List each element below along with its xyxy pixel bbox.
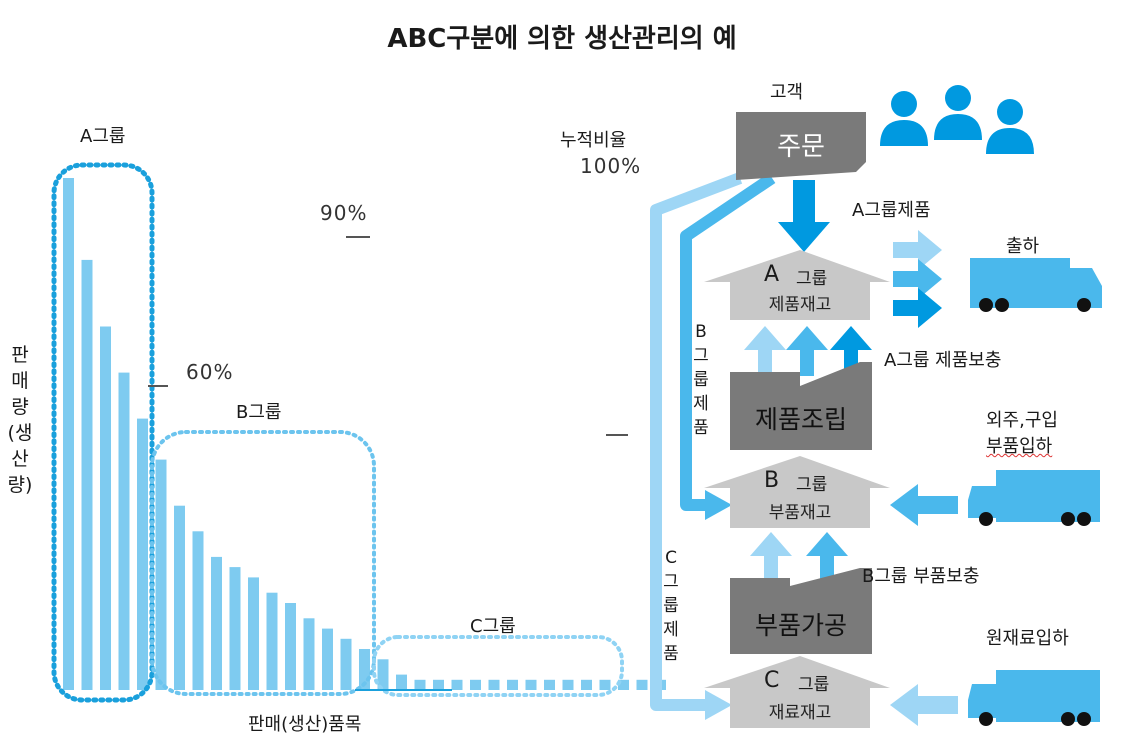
- pct-100-label: 100%: [580, 154, 642, 178]
- a-group-outline: [51, 162, 155, 703]
- a-stock-box: [704, 250, 890, 320]
- order-arrow-shaft: [793, 180, 815, 222]
- parts-processing-box: [730, 568, 872, 654]
- bar-b-4: [211, 556, 222, 690]
- bar-a-5: [137, 418, 148, 690]
- c-flow-path: [650, 172, 743, 711]
- bar-c-9: [544, 679, 555, 690]
- page-title: ABC구분에 의한 생산관리의 예: [387, 24, 737, 54]
- bar-c-6: [488, 679, 500, 690]
- bar-b-8: [285, 603, 296, 690]
- c-group-outline: [372, 635, 624, 697]
- bar-c-2: [414, 679, 426, 690]
- order-box: [736, 112, 866, 180]
- a-stock-sub: 제품재고: [768, 295, 832, 315]
- bar-a-1: [63, 178, 74, 690]
- pct-90-label: 90%: [320, 201, 368, 225]
- person-icon: [880, 85, 1034, 154]
- x-axis-label: 판매(생산)품목: [248, 714, 362, 735]
- bar-b-9: [303, 618, 315, 690]
- outsource-label-1: 외주,구입: [986, 410, 1058, 431]
- bar-c-12: [599, 679, 611, 690]
- bar-b-13: [377, 659, 389, 690]
- bar-b-5: [229, 567, 241, 690]
- shipping-label: 출하: [1006, 236, 1040, 257]
- bar-c-7: [507, 679, 518, 690]
- bar-a-3: [100, 326, 111, 690]
- c-stock-letter: C: [764, 668, 780, 693]
- cumulative-ratio-label: 누적비율: [560, 130, 627, 151]
- b-group-outline: [150, 430, 376, 696]
- a-group-label: A그룹: [80, 126, 126, 147]
- bar-b-3: [192, 531, 204, 690]
- bar-b-10: [322, 628, 333, 690]
- b-stock-letter: B: [764, 468, 780, 493]
- truck-icon: [970, 258, 1102, 312]
- b-replenish-arrows: [750, 532, 848, 580]
- b-flow-path: [680, 173, 776, 511]
- bar-c-14: [636, 679, 648, 690]
- order-label: 주문: [777, 132, 825, 162]
- order-arrow-head: [778, 222, 830, 252]
- ship-arrows: [893, 230, 942, 328]
- c-stock-group: 그룹: [798, 675, 830, 695]
- c-stock-box: [704, 656, 890, 728]
- assembly-box: [730, 362, 872, 450]
- c-inbound-arrow: [890, 684, 958, 726]
- a-replenish-label: A그룹 제품보충: [884, 350, 1002, 371]
- bar-b-12: [359, 649, 370, 690]
- b-stock-sub: 부품재고: [768, 503, 832, 523]
- b-stock-group: 그룹: [796, 475, 828, 495]
- bar-b-1: [155, 459, 167, 690]
- bar-b-7: [266, 592, 278, 690]
- bar-a-2: [81, 259, 93, 690]
- outsource-label-2: 부품입하: [986, 436, 1053, 457]
- a-stock-group: 그룹: [796, 269, 828, 289]
- b-inbound-arrow: [890, 484, 958, 526]
- bar-b-11: [340, 638, 352, 690]
- a-product-label: A그룹제품: [852, 200, 931, 221]
- b-replenish-label: B그룹 부품보충: [862, 566, 980, 587]
- bar-a-4: [118, 372, 130, 690]
- pct-60-label: 60%: [186, 360, 234, 384]
- customer-label: 고객: [770, 82, 804, 103]
- b-stock-box: [704, 456, 890, 528]
- parts-processing-label: 부품가공: [754, 611, 847, 640]
- bar-c-13: [618, 679, 629, 690]
- bar-c-3: [433, 679, 444, 690]
- bar-c-1: [396, 674, 407, 690]
- bar-c-10: [562, 679, 574, 690]
- c-group-label: C그룹: [470, 616, 516, 637]
- c-stock-sub: 재료재고: [768, 703, 832, 723]
- b-flow-vertical-label: B그룹제품: [693, 322, 709, 438]
- raw-material-label: 원재료입하: [986, 628, 1069, 649]
- bar-c-8: [525, 679, 537, 690]
- c-flow-arrowhead: [705, 690, 732, 720]
- bar-b-6: [248, 577, 259, 690]
- bar-c-4: [451, 679, 463, 690]
- y-axis-label: 판매량(생산량): [7, 344, 33, 496]
- a-stock-letter: A: [764, 262, 780, 287]
- truck-icon: [968, 670, 1100, 726]
- c-flow-vertical-label: C그룹제품: [663, 548, 679, 664]
- assembly-label: 제품조립: [754, 405, 847, 434]
- bar-c-5: [470, 679, 481, 690]
- bar-b-2: [174, 505, 185, 690]
- b-flow-arrowhead: [705, 490, 732, 520]
- bar-c-11: [581, 679, 592, 690]
- b-group-label: B그룹: [236, 402, 282, 423]
- truck-icon: [968, 470, 1100, 526]
